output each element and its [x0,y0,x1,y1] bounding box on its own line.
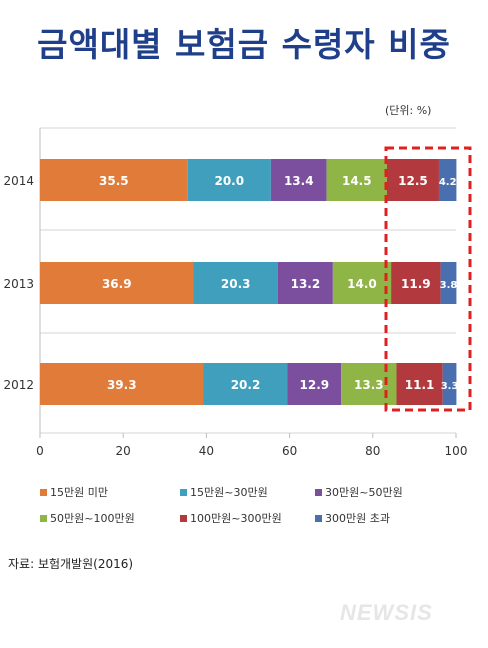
legend-label-3: 50만원~100만원 [50,512,135,525]
data-label-2012-series-4: 11.1 [405,378,435,392]
legend-item-0: 15만원 미만 [40,484,108,500]
highlight-box [384,146,472,412]
data-label-2013-series-2: 13.2 [291,277,321,291]
legend-label-2: 30만원~50만원 [325,486,403,499]
bar-2013-series-3 [332,262,392,304]
bar-2014-series-3 [326,159,387,201]
legend-swatch-0 [40,488,47,496]
bar-2012-series-4 [396,363,443,405]
legend-item-5: 300만원 초과 [315,510,390,526]
data-label-2012-series-0: 39.3 [107,378,137,392]
bar-2013-series-1 [193,262,278,304]
y-tick-label-2014: 2014 [3,174,34,188]
unit-note: (단위: %) [385,104,432,117]
newsis-watermark: NEWSIS [340,600,433,625]
bar-2013-series-4 [391,262,441,304]
bar-2014-series-0 [40,159,188,201]
y-tick-label-2013: 2013 [3,277,34,291]
data-label-2014-series-2: 13.4 [284,174,314,188]
legend-label-4: 100만원~300만원 [190,512,282,525]
bar-2012-series-5 [442,363,457,405]
x-tick-label-80: 80 [365,444,380,458]
legend-label-1: 15만원~30만원 [190,486,268,499]
bar-2014-series-4 [386,159,439,201]
x-tick-label-40: 40 [199,444,214,458]
data-label-2012-series-5: 3.3 [441,381,459,392]
bar-2014-series-1 [187,159,271,201]
bar-2013-series-5 [440,262,457,304]
legend-swatch-1 [180,488,187,496]
stacked-bar-chart: 0 20 40 60 80 100 2014 35.5 20.0 13.4 14.5 12.5 4.2 2… [3,127,472,458]
x-tick-label-20: 20 [116,444,131,458]
x-tick-label-60: 60 [282,444,297,458]
x-tick-label-100: 100 [445,444,468,458]
data-label-2013-series-5: 3.8 [440,280,458,291]
bar-2012-series-0 [40,363,204,405]
legend-label-5: 300만원 초과 [325,512,390,525]
data-label-2012-series-1: 20.2 [231,378,261,392]
legend-item-4: 100만원~300만원 [180,510,282,526]
bar-2014-series-2 [270,159,327,201]
data-label-2013-series-0: 36.9 [102,277,132,291]
bar-2012-series-1 [203,363,288,405]
data-label-2014-series-4: 12.5 [398,174,428,188]
data-label-2013-series-3: 14.0 [347,277,377,291]
legend-swatch-2 [315,488,322,496]
bar-2014-series-5 [438,159,457,201]
data-label-2014-series-3: 14.5 [342,174,372,188]
data-label-2014-series-1: 20.0 [214,174,244,188]
data-label-2012-series-2: 12.9 [300,378,330,392]
data-label-2013-series-1: 20.3 [221,277,251,291]
legend-item-2: 30만원~50만원 [315,484,403,500]
legend-item-3: 50만원~100만원 [40,510,135,526]
source-note: 자료: 보험개발원(2016) [8,557,134,571]
data-label-2012-series-3: 13.3 [354,378,384,392]
data-label-2014-series-5: 4.2 [439,177,457,188]
bar-2012-series-2 [287,363,342,405]
y-tick-label-2012: 2012 [3,378,34,392]
legend-item-1: 15만원~30만원 [180,484,268,500]
bar-2013-series-0 [40,262,194,304]
x-tick-label-0: 0 [36,444,44,458]
data-label-2013-series-4: 11.9 [401,277,431,291]
bar-2013-series-2 [277,262,333,304]
legend-swatch-4 [180,514,187,522]
legend-label-0: 15만원 미만 [50,486,108,499]
data-label-2014-series-0: 35.5 [99,174,129,188]
legend-swatch-5 [315,514,322,522]
chart-title: 금액대별 보험금 수령자 비중 [37,25,451,64]
legend-swatch-3 [40,514,47,522]
